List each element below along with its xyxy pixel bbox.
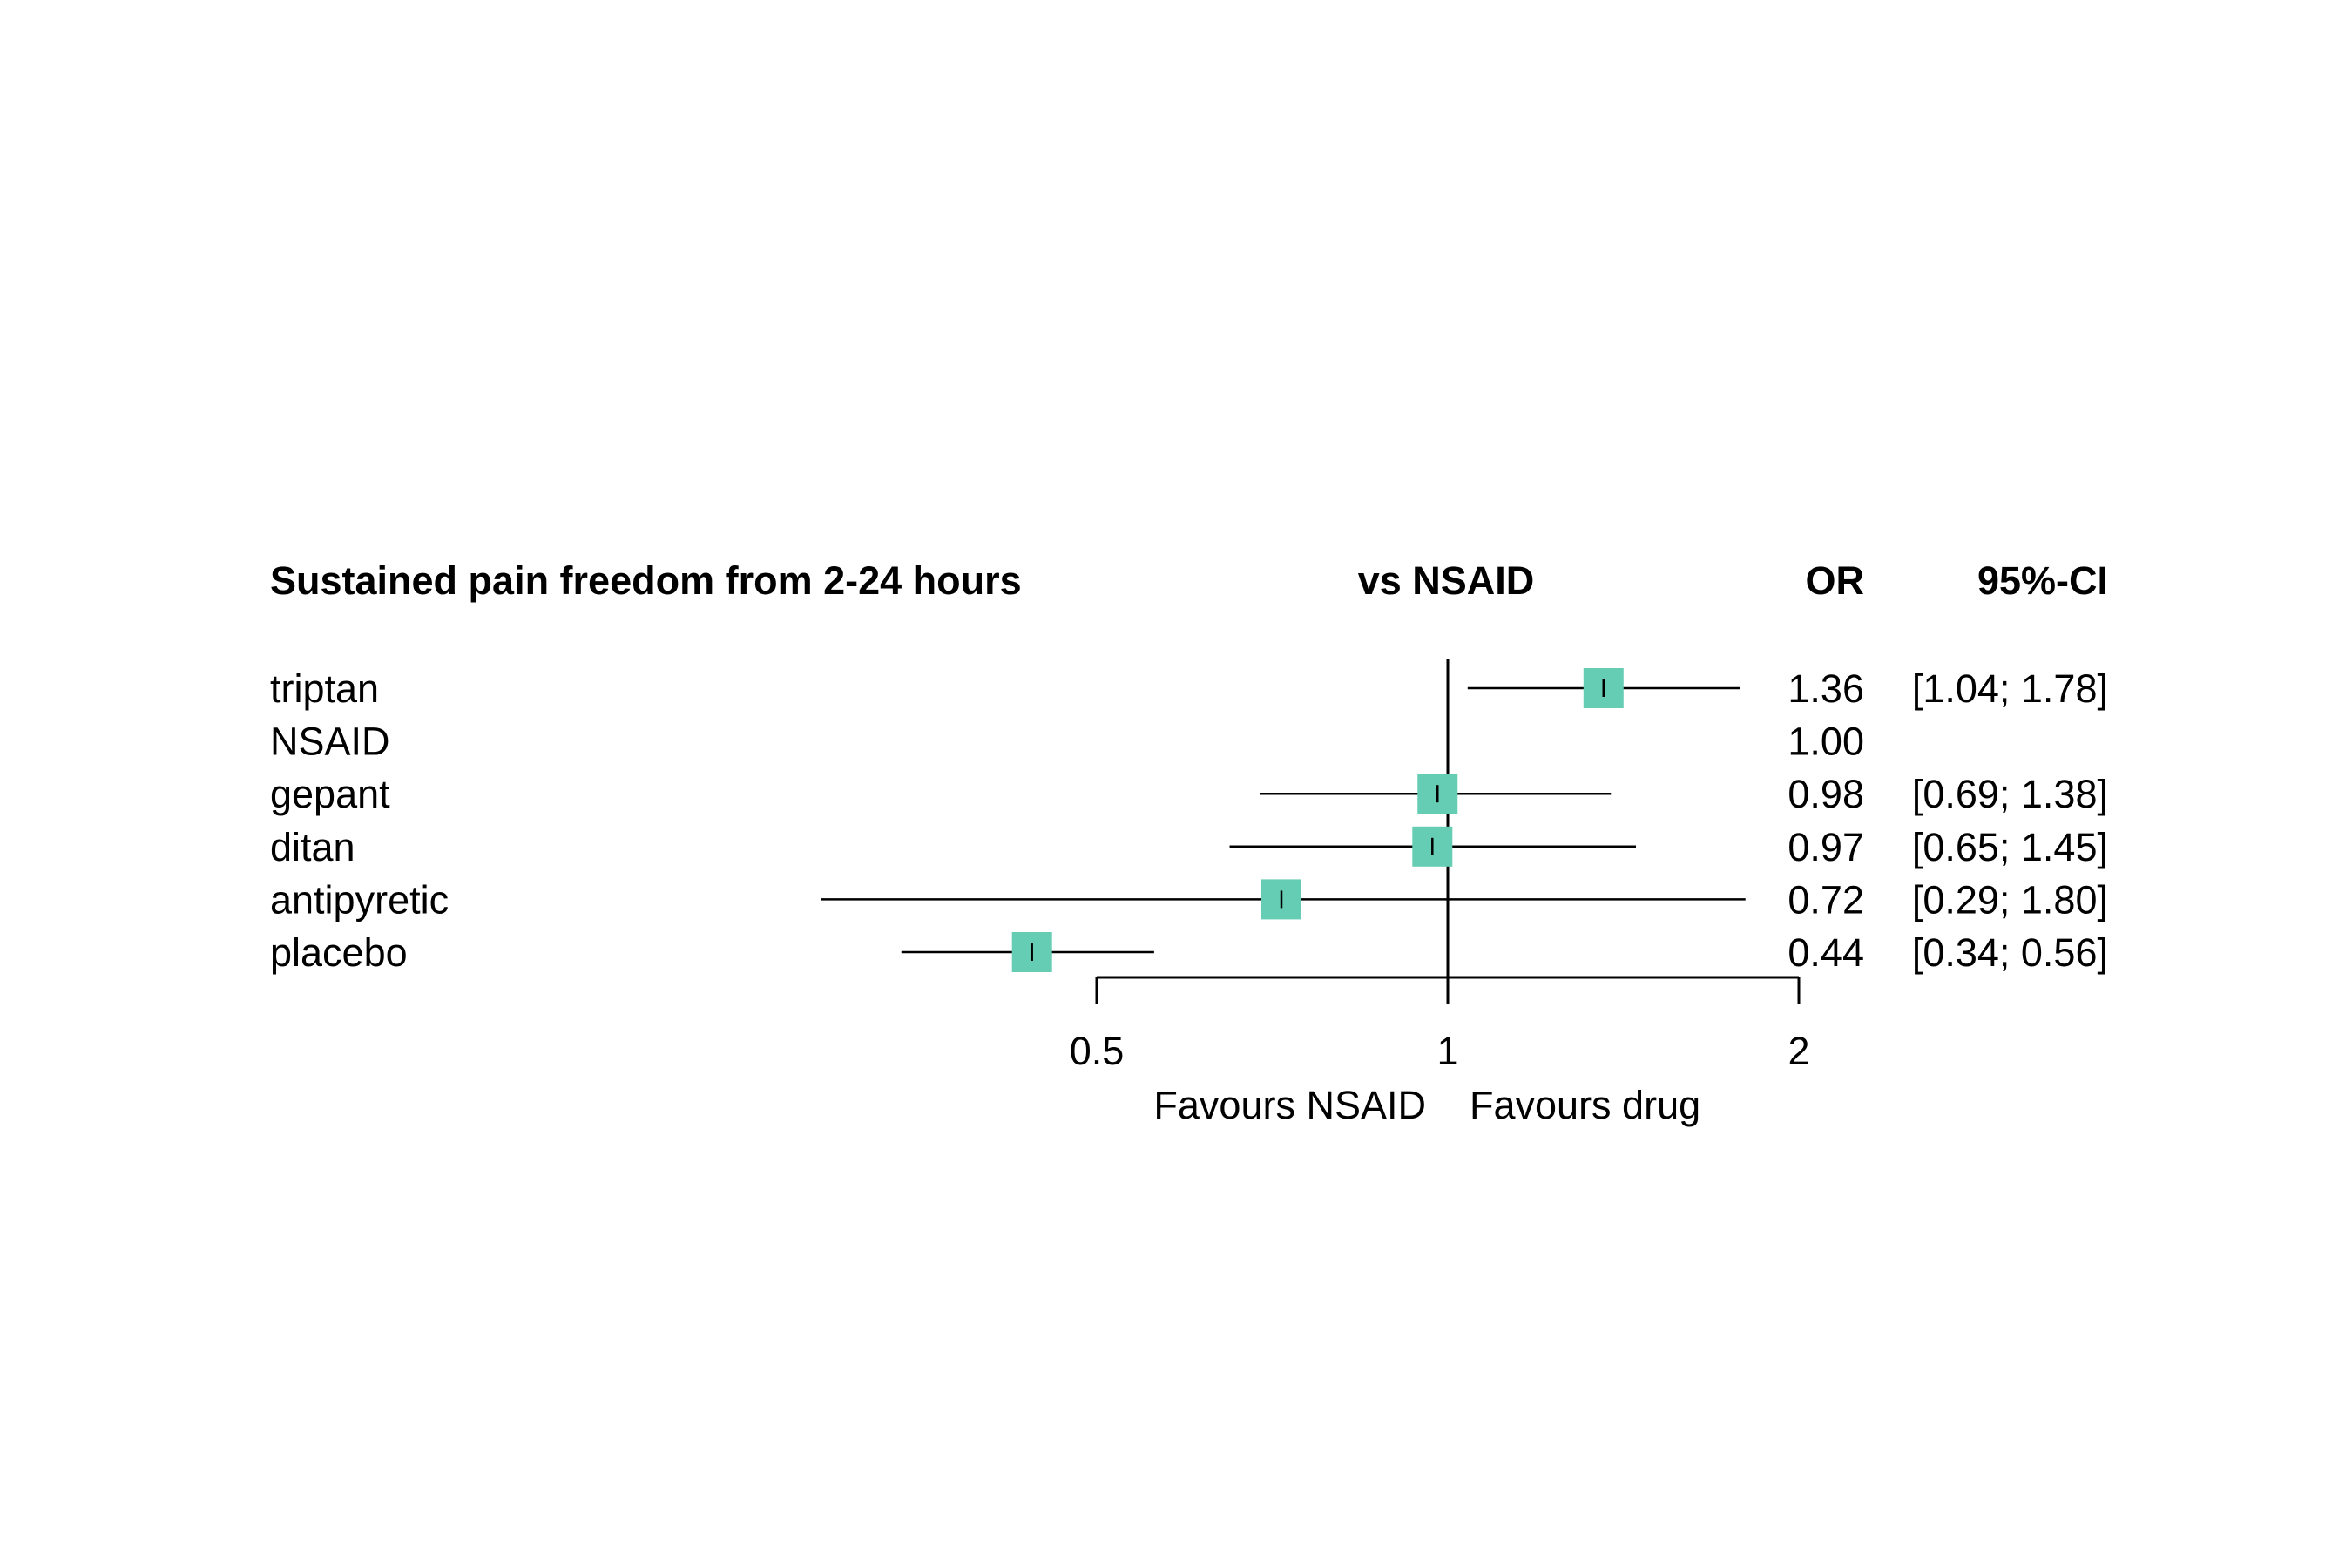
- row-label: antipyretic: [270, 877, 449, 922]
- row-label: NSAID: [270, 720, 390, 764]
- row-or-value: 0.97: [1788, 825, 1864, 869]
- favours-right-label: Favours drug: [1470, 1083, 1700, 1127]
- row-or-value: 0.44: [1788, 930, 1864, 975]
- x-tick-label: 2: [1788, 1029, 1809, 1073]
- row-ci-value: [0.34; 0.56]: [1912, 930, 2108, 975]
- row-label: placebo: [270, 930, 408, 975]
- row-ci-value: [0.65; 1.45]: [1912, 825, 2108, 869]
- row-or-value: 1.00: [1788, 720, 1864, 764]
- row-or-value: 0.72: [1788, 877, 1864, 922]
- favours-left-label: Favours NSAID: [1153, 1083, 1426, 1127]
- row-ci-value: [0.69; 1.38]: [1912, 772, 2108, 816]
- row-label: triptan: [270, 666, 379, 711]
- row-label: gepant: [270, 772, 390, 816]
- header-comparison: vs NSAID: [1358, 558, 1535, 603]
- header-effect: OR: [1806, 558, 1865, 603]
- row-or-value: 0.98: [1788, 772, 1864, 816]
- row-label: ditan: [270, 825, 355, 869]
- x-tick-label: 1: [1436, 1029, 1458, 1073]
- x-axis: 0.5 1 2 Favours NSAID Favours drug: [1070, 976, 1810, 1127]
- header-ci: 95%-CI: [1977, 558, 2108, 603]
- x-tick-label: 0.5: [1070, 1029, 1125, 1073]
- row-or-value: 1.36: [1788, 666, 1864, 711]
- forest-rows: triptan 1.36 [1.04; 1.78] NSAID 1.00 gepant 0.…: [270, 659, 2108, 977]
- row-ci-value: [0.29; 1.80]: [1912, 877, 2108, 922]
- header-study: Sustained pain freedom from 2-24 hours: [270, 558, 1022, 603]
- row-ci-value: [1.04; 1.78]: [1912, 666, 2108, 711]
